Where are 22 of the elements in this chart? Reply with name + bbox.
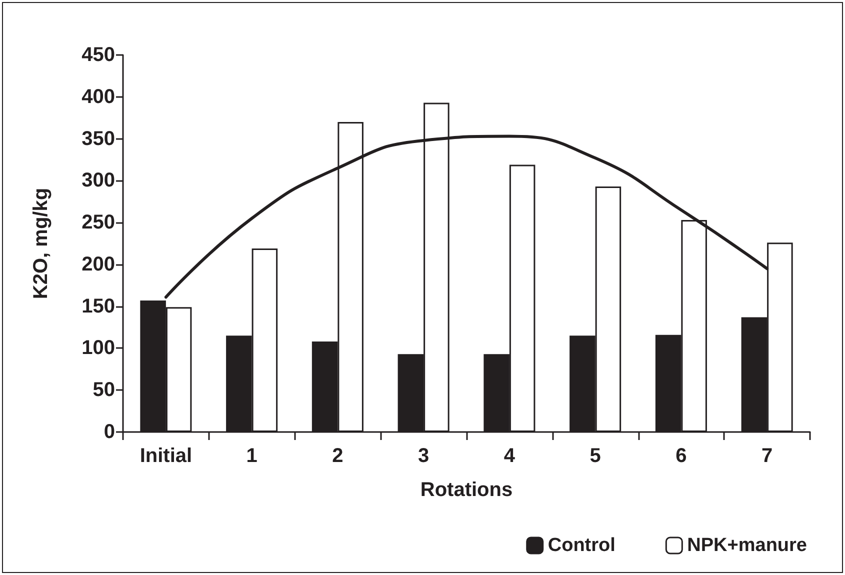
y-tick-label: 400 [82, 86, 115, 108]
y-tick-label: 0 [104, 421, 115, 443]
y-tick-label: 300 [82, 170, 115, 192]
y-axis-title: K2O, mg/kg [30, 188, 52, 300]
y-tick-label: 150 [82, 295, 115, 318]
y-tick-label: 200 [82, 253, 115, 276]
y-tick-label: 50 [92, 379, 115, 402]
x-tick-label: Initial [140, 445, 192, 467]
legend-label: Control [548, 535, 616, 556]
x-tick-label: 7 [762, 445, 773, 467]
x-tick-label: 5 [590, 445, 601, 467]
x-tick-label: 2 [332, 445, 344, 467]
x-axis-title: Rotations [420, 479, 513, 501]
y-tick-label: 250 [82, 212, 115, 234]
x-tick-label: 4 [504, 445, 516, 467]
y-tick-label: 350 [82, 128, 115, 150]
x-tick-label: 6 [676, 445, 687, 467]
y-tick-label: 450 [82, 44, 115, 66]
legend-label: NPK+manure [687, 535, 808, 556]
x-tick-label: 3 [418, 445, 430, 467]
x-tick-label: 1 [246, 445, 258, 467]
y-tick-label: 100 [82, 337, 115, 360]
